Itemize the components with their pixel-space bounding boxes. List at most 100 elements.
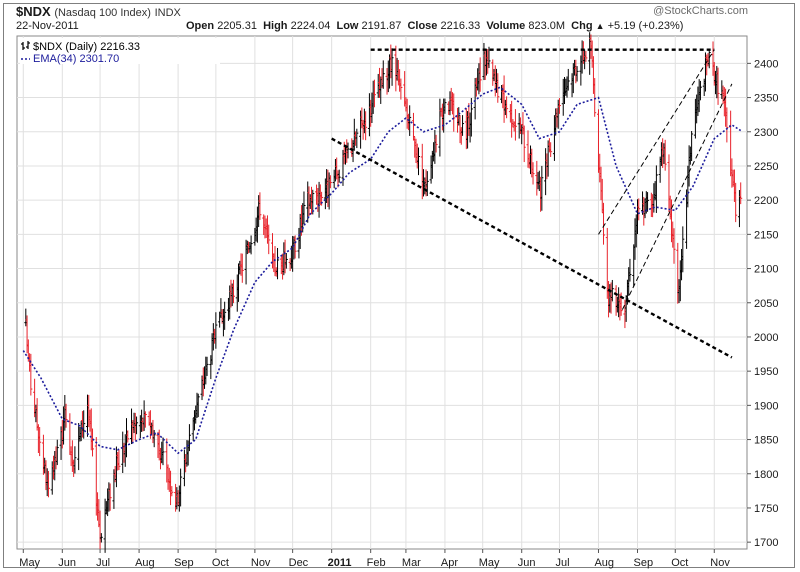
legend-background — [20, 38, 220, 64]
y-tick-label: 2200 — [754, 195, 778, 207]
ohlc-bar — [276, 247, 280, 280]
volume-value: 823.0M — [528, 20, 566, 32]
ohlc-bar — [187, 424, 191, 452]
open-value: 2205.31 — [217, 20, 257, 32]
watermark-label: @StockCharts.com — [653, 5, 748, 17]
ohlc-bar — [284, 253, 288, 269]
ohlc-bar — [55, 439, 59, 466]
ohlc-bar — [64, 403, 68, 428]
y-tick-label: 2100 — [754, 264, 778, 276]
ohlc-bar — [628, 258, 632, 282]
ohlc-bar — [408, 105, 412, 136]
low-label: Low — [336, 20, 359, 32]
x-tick-label: Sep — [634, 557, 654, 569]
ohlc-bar — [575, 66, 579, 82]
grid-lines — [17, 36, 751, 553]
ohlc-bar — [566, 68, 570, 91]
y-tick-label: 2250 — [754, 161, 778, 173]
x-tick-label: Aug — [135, 557, 155, 569]
ohlc-bar — [734, 182, 738, 223]
ohlc-bar — [364, 111, 368, 141]
y-tick-label: 1850 — [754, 435, 778, 447]
x-tick-label: Dec — [289, 557, 309, 569]
ohlc-bar — [91, 428, 95, 457]
ohlc-bar — [487, 46, 491, 69]
ohlc-bar — [593, 78, 597, 117]
x-tick-label: Nov — [710, 557, 730, 569]
ohlc-bar — [73, 446, 77, 474]
ohlc-bar — [29, 353, 33, 396]
trendlines — [331, 48, 733, 359]
ohlc-bar — [258, 192, 262, 220]
ohlc-bar — [328, 175, 332, 189]
ohlc-bar — [399, 78, 403, 100]
ohlc-bar — [311, 189, 315, 215]
ohlc-bar — [82, 410, 86, 439]
ohlc-bar — [646, 192, 650, 212]
trendline — [331, 137, 733, 359]
x-tick-label: Sep — [174, 557, 194, 569]
x-axis-labels: May Jun Jul Aug Sep Oct Nov Dec 2011 Feb Mar Apr May… — [19, 557, 730, 569]
ohlc-bar — [46, 470, 50, 498]
y-tick-label: 1950 — [754, 366, 778, 378]
x-tick-label: Jun — [58, 557, 76, 569]
ohlc-bars — [24, 32, 743, 553]
x-tick-label: 2011 — [328, 557, 352, 569]
legend: $NDX (Daily) 2216.33 EMA(34) 2301.70 — [20, 38, 220, 65]
up-triangle-icon: ▲ — [595, 21, 605, 31]
x-tick-label: Jul — [555, 557, 569, 569]
x-tick-label: Feb — [367, 557, 386, 569]
trendline — [621, 83, 733, 310]
ohlc-bar — [417, 147, 420, 176]
ema-series-legend: EMA(34) 2301.70 — [33, 53, 119, 65]
ohlc-bar — [346, 142, 350, 159]
ohlc-bar — [698, 80, 702, 101]
ohlc-bar — [452, 93, 456, 132]
index-name-label: (Nasdaq 100 Index) — [54, 7, 151, 19]
ohlc-bar — [540, 165, 544, 211]
ohlc-bar — [478, 57, 482, 92]
ohlc-bar — [390, 48, 394, 86]
ohlc-bar — [739, 182, 743, 205]
symbol-label: $NDX — [16, 4, 51, 19]
y-tick-label: 2400 — [754, 58, 778, 70]
ohlc-bar — [337, 169, 341, 183]
ohlc-bar — [196, 393, 200, 418]
ohlc-bar — [161, 437, 165, 466]
close-label: Close — [407, 20, 438, 32]
ohlc-bar — [108, 483, 112, 511]
ohlc-bar — [663, 139, 667, 171]
ohlc-bar — [143, 411, 147, 428]
ohlc-bar — [214, 312, 218, 349]
ohlc-bar — [425, 171, 429, 197]
open-label: Open — [186, 20, 215, 32]
y-tick-label: 2350 — [754, 93, 778, 105]
y-tick-label: 1700 — [754, 537, 778, 549]
low-value: 2191.87 — [361, 20, 402, 32]
ohlc-bar — [117, 449, 121, 471]
y-tick-label: 2150 — [754, 229, 778, 241]
ohlc-bar — [531, 162, 535, 185]
ohlc-bars-icon — [21, 41, 30, 50]
ohlc-bar — [240, 253, 244, 283]
trendline — [598, 49, 715, 235]
ohlc-bar — [411, 112, 415, 141]
volume-label: Volume — [486, 20, 526, 32]
close-value: 2216.33 — [440, 20, 481, 32]
ohlc-bar — [549, 142, 553, 158]
ohlc-bar — [355, 128, 359, 149]
date-label: 22-Nov-2011 — [16, 20, 79, 32]
ohlc-bar — [381, 60, 385, 89]
ohlc-bar — [372, 79, 376, 108]
chg-label: Chg — [571, 20, 593, 32]
x-tick-label: Oct — [212, 557, 229, 569]
ohlc-bar — [707, 49, 711, 69]
ohlc-bar — [267, 224, 271, 255]
x-tick-label: Apr — [441, 557, 458, 569]
ohlc-bar — [443, 98, 447, 114]
y-tick-label: 1750 — [754, 503, 778, 515]
ohlc-bar — [170, 486, 174, 497]
chg-value: +5.19 (+0.23%) — [607, 20, 684, 32]
ohlc-bar — [38, 427, 42, 457]
